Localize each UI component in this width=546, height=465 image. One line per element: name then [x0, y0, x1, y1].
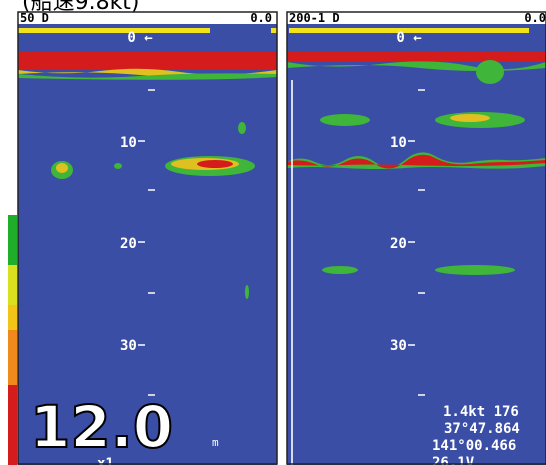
- left-panel: 0 ← 10 20 30 12.0 m x1: [18, 12, 277, 465]
- depth-value: 12.0: [30, 393, 173, 461]
- range: 50 D: [20, 11, 49, 25]
- echo: [287, 60, 546, 275]
- echo: [51, 122, 255, 299]
- color-scale: [8, 80, 17, 465]
- readout: 37°47.864: [444, 421, 520, 437]
- zoom: x1: [97, 456, 114, 465]
- depth-label: 30: [120, 338, 137, 354]
- readout: 1.4kt 176: [443, 404, 519, 420]
- depth-label: 10: [120, 135, 137, 151]
- depth-ticks: [408, 89, 425, 396]
- depth-label: 30: [390, 338, 407, 354]
- depth-ticks: [138, 89, 155, 396]
- shift: 0.0: [524, 11, 546, 25]
- zero-mark: 0 ←: [396, 30, 421, 46]
- readout: 141°00.466: [432, 438, 516, 454]
- depth-label: 20: [120, 236, 137, 252]
- right-panel: 0 ← 10 20 30 1.4kt 176 37°47.864 141°00.…: [287, 12, 546, 465]
- depth-unit: m: [212, 436, 219, 449]
- depth-label: 10: [390, 135, 407, 151]
- depth-label: 20: [390, 236, 407, 252]
- zero-mark: 0 ←: [127, 30, 152, 46]
- shift: 0.0: [250, 11, 272, 25]
- readout: 26.1V: [432, 455, 475, 465]
- range: 200-1 D: [289, 11, 340, 25]
